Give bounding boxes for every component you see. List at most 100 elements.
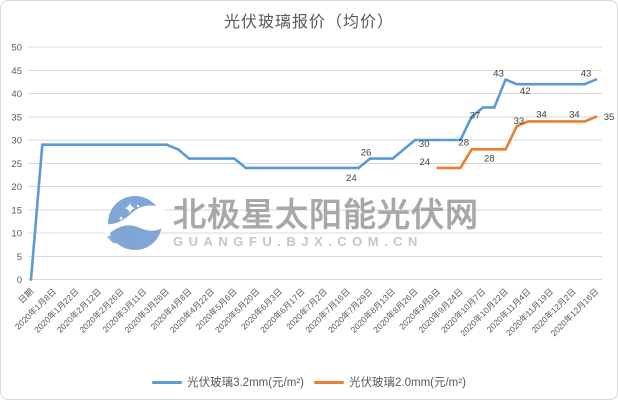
legend: 光伏玻璃3.2mm(元/m²) 光伏玻璃2.0mm(元/m²) [1, 374, 617, 390]
data-label: 37 [470, 110, 481, 121]
point-marker [459, 166, 462, 170]
point-marker [538, 82, 541, 86]
point-marker [176, 148, 180, 151]
x-tick-label: 日期 [16, 286, 35, 305]
point-marker [549, 82, 553, 86]
point-marker [255, 166, 259, 170]
y-tick-label: 10 [11, 229, 22, 240]
y-tick-label: 25 [11, 159, 22, 170]
point-marker [436, 166, 440, 170]
point-marker [572, 120, 575, 123]
point-marker [108, 143, 112, 146]
point-marker [470, 148, 474, 151]
point-marker [278, 166, 281, 170]
point-marker [334, 166, 338, 170]
point-marker [594, 115, 598, 119]
data-label: 34 [569, 109, 580, 120]
data-label: 34 [536, 109, 547, 120]
point-marker [244, 166, 247, 170]
point-marker [131, 143, 134, 146]
point-marker [199, 157, 202, 160]
y-tick-label: 0 [17, 275, 22, 286]
point-marker [380, 157, 383, 160]
y-tick-label: 5 [17, 252, 22, 263]
data-label: 28 [458, 137, 469, 148]
point-marker [493, 148, 496, 151]
point-marker [402, 148, 406, 151]
point-marker [436, 138, 440, 142]
point-marker [493, 106, 496, 109]
y-tick-label: 45 [11, 66, 22, 77]
point-marker [29, 278, 33, 281]
legend-label-2-0mm: 光伏玻璃2.0mm(元/m²) [349, 377, 466, 389]
point-marker [63, 143, 67, 146]
point-marker [583, 82, 586, 86]
point-marker [515, 82, 519, 86]
legend-swatch-orange [314, 380, 344, 384]
point-marker [221, 157, 225, 160]
data-label: 24 [346, 173, 357, 184]
data-label: 43 [581, 69, 592, 80]
point-marker [289, 166, 293, 170]
legend-swatch-blue [152, 380, 183, 384]
point-marker [504, 148, 507, 151]
data-label: 30 [419, 139, 430, 150]
point-marker [549, 120, 553, 123]
point-marker [504, 78, 507, 81]
point-marker [572, 82, 575, 86]
point-marker [97, 143, 101, 146]
legend-label-3-2mm: 光伏玻璃3.2mm(元/m²) [187, 377, 304, 389]
y-tick-label: 50 [11, 43, 22, 54]
point-marker [154, 143, 157, 146]
point-marker [233, 157, 236, 160]
point-marker [594, 78, 598, 81]
y-tick-label: 15 [11, 205, 22, 216]
y-tick-label: 30 [11, 136, 22, 147]
point-marker [447, 166, 451, 170]
legend-item-2-0mm: 光伏玻璃2.0mm(元/m²) [314, 374, 466, 390]
series-line-0 [29, 78, 598, 281]
point-marker [560, 82, 564, 86]
point-marker [481, 148, 485, 151]
chart-title: 光伏玻璃报价（均价） [223, 14, 394, 31]
point-marker [425, 138, 428, 142]
point-marker [391, 157, 394, 160]
point-marker [526, 120, 530, 123]
point-marker [481, 106, 485, 109]
y-tick-label: 40 [11, 89, 22, 100]
point-marker [210, 157, 214, 160]
data-label: 33 [514, 116, 525, 127]
point-marker [267, 166, 270, 170]
point-marker [560, 120, 564, 123]
point-marker [165, 143, 168, 146]
point-marker [583, 120, 586, 123]
legend-item-3-2mm: 光伏玻璃3.2mm(元/m²) [152, 374, 304, 390]
point-marker [357, 166, 361, 170]
point-marker [459, 138, 462, 142]
point-marker [52, 143, 55, 146]
data-label: 28 [484, 153, 495, 164]
point-marker [413, 138, 417, 142]
point-marker [447, 138, 451, 142]
y-tick-label: 35 [11, 112, 22, 123]
point-marker [515, 124, 519, 128]
point-marker [41, 143, 44, 146]
point-marker [86, 143, 89, 146]
point-marker [538, 120, 541, 123]
data-label: 26 [361, 148, 372, 159]
data-label: 42 [520, 86, 531, 97]
data-label: 24 [420, 157, 431, 168]
point-marker [470, 115, 474, 119]
point-marker [142, 143, 146, 146]
data-label: 43 [493, 69, 504, 80]
point-marker [300, 166, 304, 170]
point-marker [120, 143, 123, 146]
point-marker [346, 166, 349, 170]
data-label: 35 [604, 112, 615, 123]
point-marker [323, 166, 327, 170]
point-marker [187, 157, 191, 160]
point-marker [74, 143, 78, 146]
y-tick-label: 20 [11, 182, 22, 193]
point-marker [312, 166, 315, 170]
